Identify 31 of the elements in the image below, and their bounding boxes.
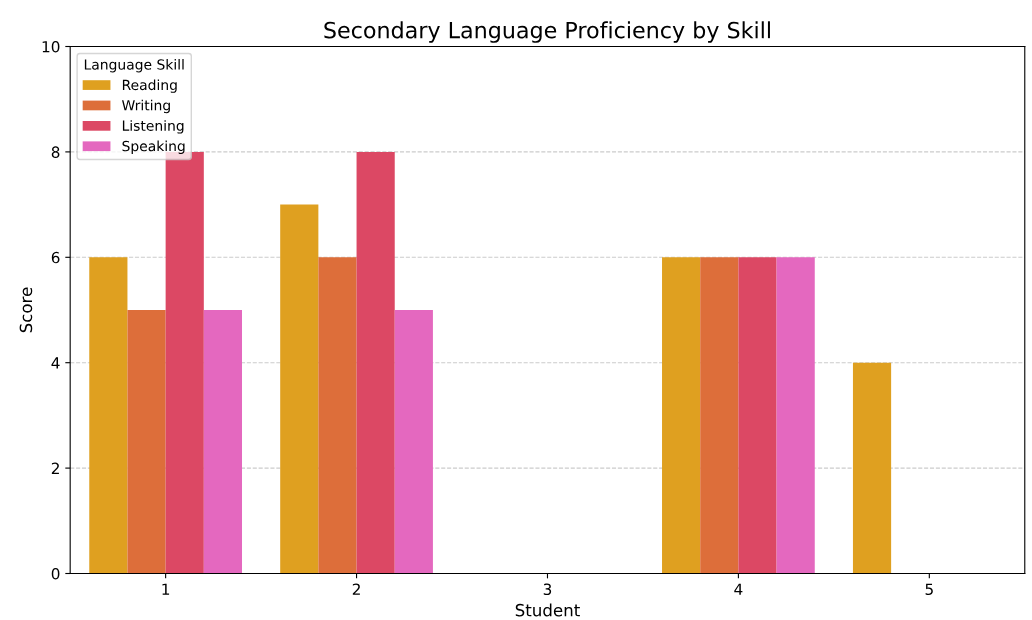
bar: [318, 257, 357, 574]
bar: [89, 257, 128, 574]
y-tick-label: 0: [51, 567, 60, 580]
x-tick-label: 2: [352, 583, 360, 595]
y-tick-label: 4: [51, 357, 60, 369]
legend-label: Speaking: [122, 140, 185, 154]
bar: [662, 257, 701, 574]
x-tick-label: 3: [543, 583, 552, 596]
x-tick-label: 5: [925, 583, 933, 596]
bar: [738, 257, 777, 574]
y-tick-label: 10: [42, 40, 60, 53]
chart-title: Secondary Language Proficiency by Skill: [324, 21, 770, 43]
bar: [280, 204, 319, 574]
bar: [776, 257, 815, 574]
legend-label: Writing: [122, 99, 170, 114]
y-tick-label: 8: [51, 146, 60, 158]
y-tick-label: 6: [51, 251, 60, 264]
bar: [203, 310, 242, 574]
bar: [700, 257, 739, 574]
bar: [394, 310, 433, 574]
bar: [127, 310, 166, 574]
legend-label: Reading: [122, 79, 177, 93]
x-axis-title: Student: [515, 603, 580, 617]
y-tick-label: 2: [51, 462, 59, 474]
x-tick-label: 4: [734, 583, 743, 595]
bar: [852, 362, 892, 574]
bar: [356, 151, 395, 574]
x-tick-label: 1: [162, 583, 170, 595]
legend-label: Listening: [122, 120, 184, 134]
legend-title: Language Skill: [84, 59, 184, 73]
y-axis-title: Score: [19, 287, 33, 333]
